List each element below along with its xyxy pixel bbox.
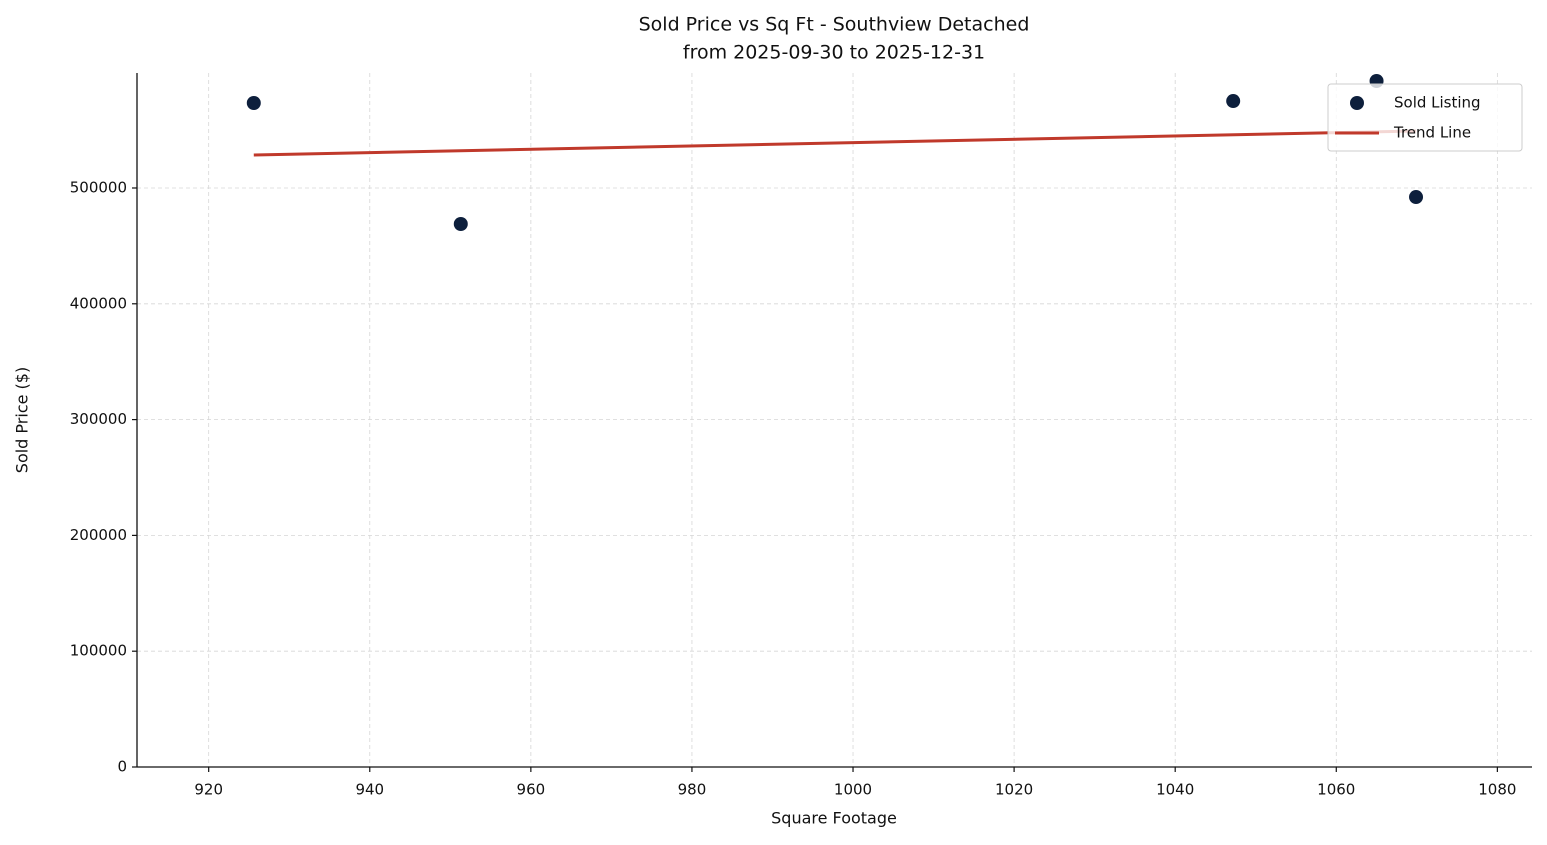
y-tick-label: 100000 bbox=[70, 642, 127, 660]
x-tick-label: 1080 bbox=[1478, 781, 1516, 799]
x-tick-label: 980 bbox=[678, 781, 707, 799]
y-tick-label: 500000 bbox=[70, 178, 127, 196]
chart-title: Sold Price vs Sq Ft - Southview Detached bbox=[639, 14, 1030, 36]
scatter-point bbox=[246, 95, 261, 110]
scatter-point bbox=[1409, 190, 1424, 205]
x-tick-label: 1040 bbox=[1156, 781, 1194, 799]
y-tick-label: 0 bbox=[117, 758, 127, 776]
legend-marker bbox=[1350, 96, 1364, 110]
y-tick-label: 300000 bbox=[70, 410, 127, 428]
y-axis-label: Sold Price ($) bbox=[13, 367, 32, 473]
trend-line bbox=[253, 129, 1417, 157]
legend-label: Trend Line bbox=[1393, 124, 1471, 142]
chart-subtitle: from 2025-09-30 to 2025-12-31 bbox=[683, 42, 985, 64]
x-tick-label: 960 bbox=[517, 781, 546, 799]
x-tick-label: 940 bbox=[355, 781, 384, 799]
y-tick-label: 400000 bbox=[70, 294, 127, 312]
x-tick-label: 1000 bbox=[834, 781, 872, 799]
x-tick-label: 1060 bbox=[1317, 781, 1355, 799]
scatter-point bbox=[1226, 94, 1241, 109]
x-tick-label: 1020 bbox=[995, 781, 1033, 799]
legend-label: Sold Listing bbox=[1394, 94, 1481, 112]
x-tick-label: 920 bbox=[194, 781, 223, 799]
grid bbox=[137, 73, 1532, 768]
y-tick-label: 200000 bbox=[70, 526, 127, 544]
x-axis-label: Square Footage bbox=[771, 809, 897, 828]
legend: Sold Listing Trend Line bbox=[1327, 83, 1523, 152]
scatter-point bbox=[453, 217, 468, 232]
